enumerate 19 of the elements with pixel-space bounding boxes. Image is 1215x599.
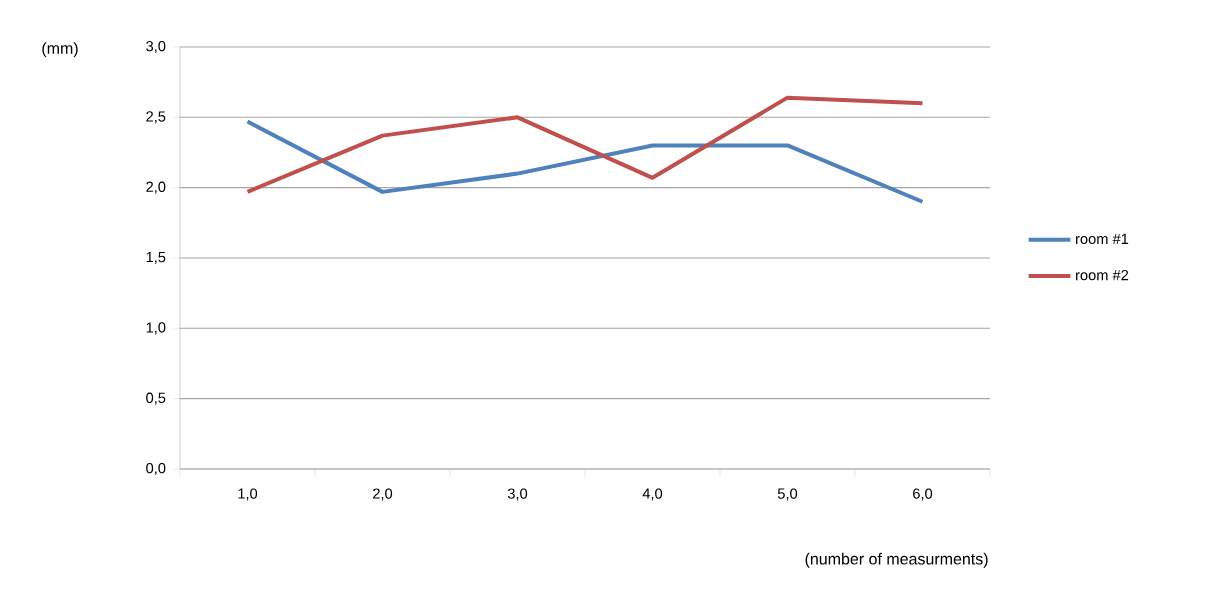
y-tick-label: 1,5	[146, 252, 166, 264]
x-tick-label: 1,0	[238, 488, 258, 501]
legend-label: room #1	[1076, 233, 1129, 245]
y-tick-label: 1,0	[146, 322, 166, 335]
line-series	[245, 95, 925, 194]
x-axis-title: (number of measurments)	[805, 552, 988, 568]
x-tick-label: 4,0	[642, 488, 663, 501]
y-tick-label: 0,0	[146, 462, 166, 476]
line-series	[245, 119, 925, 204]
x-tick-label: 6,0	[913, 488, 933, 501]
legend-label: room #2	[1076, 269, 1129, 281]
x-tick-label: 2,0	[373, 488, 393, 501]
y-axis-title: (mm)	[42, 42, 78, 58]
y-tick-label: 3,0	[146, 40, 166, 54]
x-tick-label: 3,0	[507, 488, 528, 501]
y-tick-label: 0,5	[146, 392, 166, 405]
x-tick-label: 5,0	[777, 488, 798, 501]
y-tick-label: 2,0	[146, 181, 166, 194]
y-tick-label: 2,5	[146, 111, 166, 124]
